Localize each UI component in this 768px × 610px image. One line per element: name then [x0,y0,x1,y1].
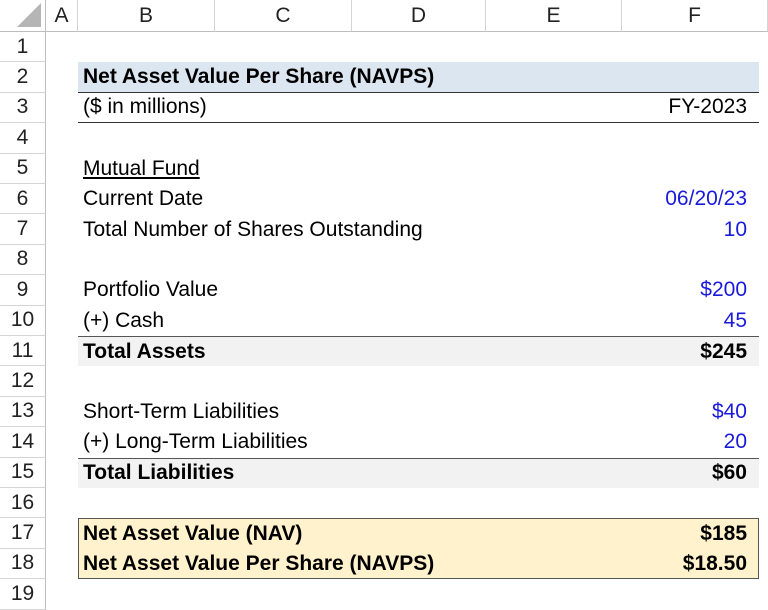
shares-row[interactable]: Total Number of Shares Outstanding 10 [78,214,759,244]
title-row[interactable]: Net Asset Value Per Share (NAVPS) [78,62,759,93]
value: 06/20/23 [665,187,747,211]
row-header-8[interactable]: 8 [0,244,46,276]
cash-row[interactable]: (+) Cash 45 [78,306,759,336]
row-header-18[interactable]: 18 [0,548,46,580]
lt-liab-row[interactable]: (+) Long-Term Liabilities 20 [78,427,759,457]
value: 20 [723,430,747,454]
nav-row[interactable]: Net Asset Value (NAV) $185 [78,518,759,548]
units-row[interactable]: ($ in millions) FY-2023 [78,93,759,124]
label: Total Number of Shares Outstanding [83,217,423,241]
section-heading: Mutual Fund [83,156,200,180]
units-label: ($ in millions) [83,95,207,119]
value: $60 [711,461,747,485]
label: (+) Cash [83,308,165,332]
label: Portfolio Value [83,278,219,302]
value: $200 [700,278,747,302]
row-header-2[interactable]: 2 [0,62,46,93]
total-assets-row[interactable]: Total Assets $245 [78,336,759,367]
row-header-19[interactable]: 19 [0,579,46,610]
select-all-corner[interactable] [0,0,46,32]
current-date-row[interactable]: Current Date 06/20/23 [78,184,759,214]
row-header-7[interactable]: 7 [0,214,46,245]
row-header-14[interactable]: 14 [0,427,46,458]
row-header-5[interactable]: 5 [0,153,46,184]
column-header-F[interactable]: F [622,0,768,32]
result-box [78,518,759,580]
row-header-9[interactable]: 9 [0,275,46,306]
row-header-3[interactable]: 3 [0,92,46,124]
column-header-C[interactable]: C [215,0,352,32]
row-header-4[interactable]: 4 [0,123,46,154]
row-header-12[interactable]: 12 [0,366,46,397]
label: (+) Long-Term Liabilities [83,430,308,454]
total-liab-row[interactable]: Total Liabilities $60 [78,457,759,488]
row-header-15[interactable]: 15 [0,457,46,488]
row-header-17[interactable]: 17 [0,518,46,549]
portfolio-row[interactable]: Portfolio Value $200 [78,275,759,305]
label: Short-Term Liabilities [83,399,280,423]
value: $18.50 [682,551,747,575]
value: 45 [723,308,747,332]
row-header-13[interactable]: 13 [0,396,46,428]
value: $245 [700,339,747,363]
row-header-11[interactable]: 11 [0,336,46,367]
value: 10 [723,217,747,241]
column-header-D[interactable]: D [352,0,486,32]
label: Net Asset Value (NAV) [83,521,303,545]
section-row[interactable]: Mutual Fund [78,154,759,184]
period-label: FY-2023 [668,95,747,119]
label: Net Asset Value Per Share (NAVPS) [83,551,435,575]
label: Total Assets [83,339,206,363]
row-header-1[interactable]: 1 [0,32,46,63]
column-header-E[interactable]: E [486,0,622,32]
row-header-16[interactable]: 16 [0,488,46,519]
st-liab-row[interactable]: Short-Term Liabilities $40 [78,397,759,427]
row-header-6[interactable]: 6 [0,184,46,215]
label: Current Date [83,187,204,211]
value: $40 [711,399,747,423]
column-header-B[interactable]: B [78,0,215,32]
title: Net Asset Value Per Share (NAVPS) [83,65,435,89]
column-header-A[interactable]: A [46,0,78,32]
row-header-10[interactable]: 10 [0,305,46,336]
navps-row[interactable]: Net Asset Value Per Share (NAVPS) $18.50 [78,549,759,579]
value: $185 [700,521,747,545]
label: Total Liabilities [83,461,235,485]
